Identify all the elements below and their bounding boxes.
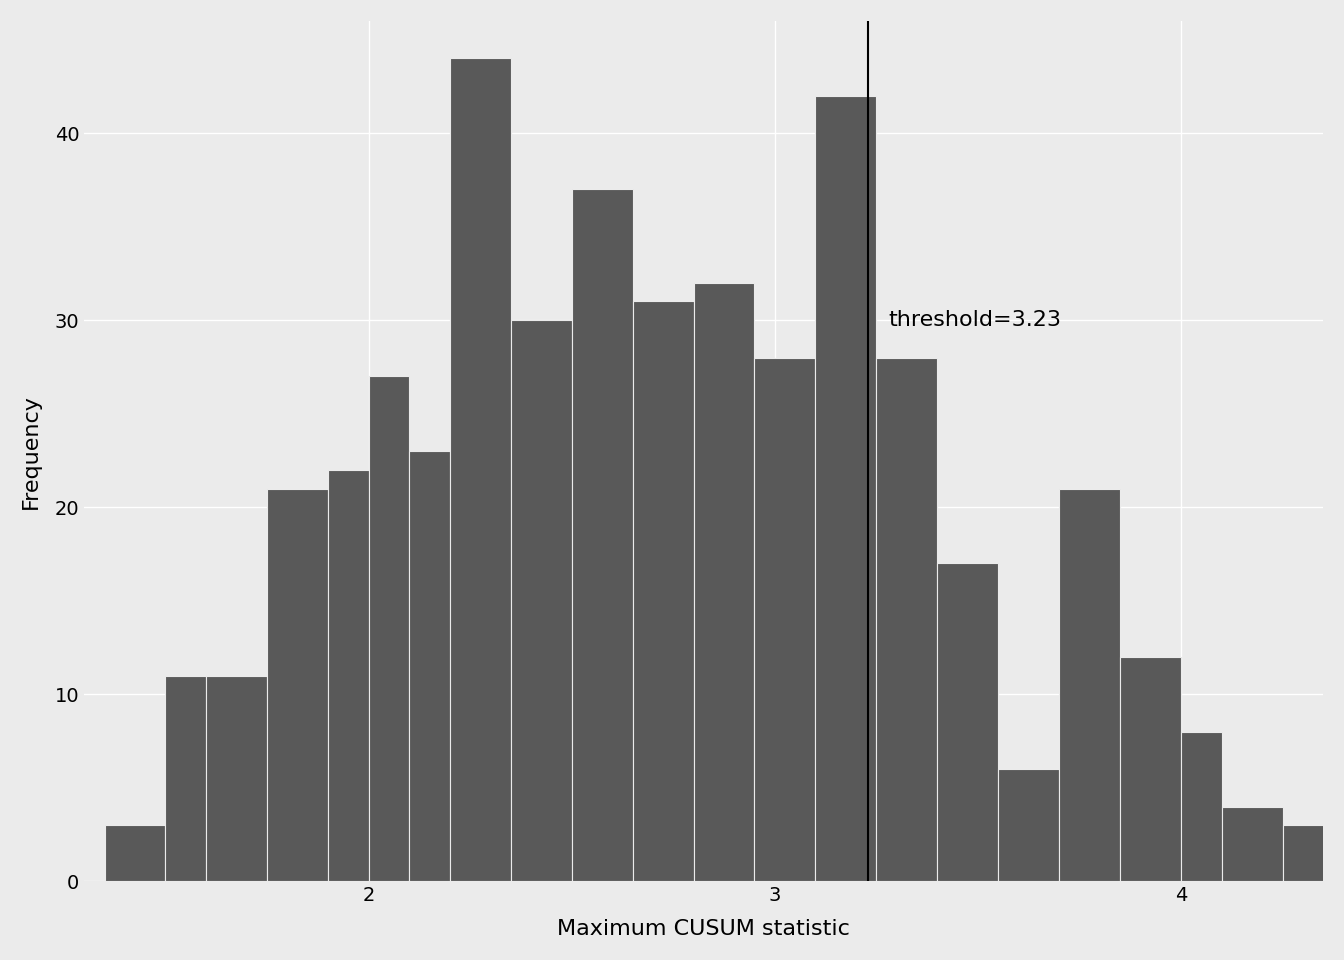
Bar [816, 96, 876, 881]
Bar [754, 357, 816, 881]
Bar [105, 826, 165, 881]
Y-axis label: Frequency: Frequency [22, 394, 40, 509]
Bar [999, 769, 1059, 881]
Bar [206, 676, 267, 881]
Bar [1222, 806, 1282, 881]
Bar [694, 283, 754, 881]
Bar [1282, 826, 1344, 881]
Bar [571, 189, 633, 881]
Bar [876, 357, 937, 881]
Bar [1181, 732, 1222, 881]
Bar [450, 59, 511, 881]
Text: threshold=3.23: threshold=3.23 [888, 310, 1062, 330]
Bar [165, 676, 206, 881]
Bar [937, 564, 999, 881]
Bar [1059, 489, 1120, 881]
Bar [511, 321, 571, 881]
Bar [328, 469, 368, 881]
X-axis label: Maximum CUSUM statistic: Maximum CUSUM statistic [558, 919, 851, 939]
Bar [267, 489, 328, 881]
Bar [368, 376, 409, 881]
Bar [409, 451, 450, 881]
Bar [1120, 657, 1181, 881]
Bar [633, 301, 694, 881]
